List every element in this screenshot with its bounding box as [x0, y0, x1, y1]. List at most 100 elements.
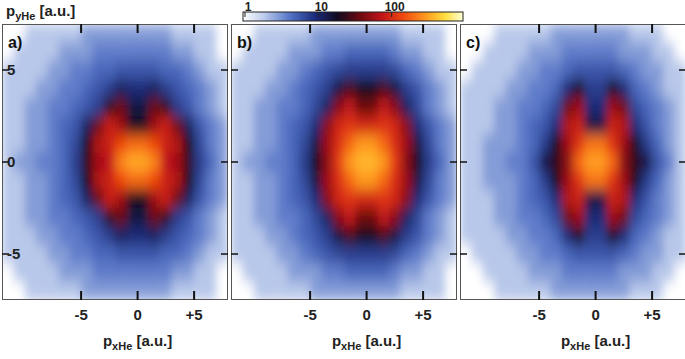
heatmap-cell [618, 171, 630, 190]
y-tick-right [221, 253, 228, 255]
y-tick-label: 0 [7, 153, 15, 170]
x-tick-bottom [538, 291, 540, 300]
x-tick-top [309, 24, 311, 33]
heatmap-cell [205, 263, 217, 282]
heatmap-cell [160, 42, 172, 61]
heatmap-cell [183, 153, 195, 172]
heatmap-cell [573, 42, 585, 61]
heatmap-cell [25, 282, 37, 300]
heatmap-cell [172, 208, 184, 227]
heatmap-cell [573, 263, 585, 282]
heatmap-cell [423, 79, 435, 98]
heatmap-cell [539, 42, 551, 61]
heatmap-cell [149, 153, 161, 172]
heatmap-cell [378, 245, 390, 264]
heatmap-cell [562, 263, 574, 282]
heatmap-cell [205, 245, 217, 264]
heatmap-cell [138, 153, 150, 172]
heatmap-cell [412, 98, 424, 117]
heatmap-cell [149, 282, 161, 300]
heatmap-cell [584, 134, 596, 153]
heatmap-cell [288, 61, 300, 80]
heatmap-cell [550, 24, 562, 43]
heatmap-cell [2, 134, 14, 153]
heatmap-cell [205, 226, 217, 245]
heatmap-cell [254, 153, 266, 172]
heatmap-cell [172, 263, 184, 282]
heatmap-cell [412, 263, 424, 282]
heatmap-cell [367, 208, 379, 227]
heatmap-cell [70, 282, 82, 300]
heatmap-cell [183, 79, 195, 98]
heatmap-cell [355, 61, 367, 80]
heatmap-cell [183, 116, 195, 135]
x-tick-label: +5 [644, 306, 661, 323]
heatmap-cells [460, 24, 685, 300]
heatmap-cell [505, 153, 517, 172]
heatmap-cell [288, 42, 300, 61]
heatmap-cell [471, 98, 483, 117]
heatmap-cell [310, 98, 322, 117]
heatmap-cell [13, 116, 25, 135]
heatmap-cell [70, 61, 82, 80]
heatmap-cell [528, 208, 540, 227]
heatmap-cell [205, 171, 217, 190]
heatmap-cell [265, 24, 277, 43]
heatmap-cell [25, 116, 37, 135]
heatmap-cell [663, 24, 675, 43]
heatmap-cell [446, 171, 457, 190]
heatmap-cell [25, 208, 37, 227]
heatmap-cell [47, 134, 59, 153]
heatmap-cell [333, 134, 345, 153]
heatmap-cell [641, 208, 653, 227]
heatmap-cell [641, 24, 653, 43]
heatmap-cell [242, 98, 254, 117]
heatmap-cell [446, 98, 457, 117]
heatmap-cell [434, 245, 446, 264]
heatmap-cell [505, 226, 517, 245]
heatmap-cell [460, 61, 472, 80]
heatmap-cell [607, 171, 619, 190]
heatmap-cell [2, 190, 14, 209]
heatmap-cell [344, 190, 356, 209]
heatmap-cell [333, 79, 345, 98]
heatmap-cell [505, 42, 517, 61]
heatmap-cell [254, 245, 266, 264]
heatmap-cell [630, 171, 642, 190]
heatmap-cell [412, 190, 424, 209]
heatmap-cell [205, 24, 217, 43]
heatmap-cell [618, 42, 630, 61]
heatmap-cell [460, 282, 472, 300]
heatmap-cell [172, 116, 184, 135]
heatmap-cell [584, 153, 596, 172]
heatmap-cell [288, 282, 300, 300]
heatmap-cell [36, 134, 48, 153]
heatmap-cell [36, 79, 48, 98]
heatmap-cell [70, 42, 82, 61]
heatmap-cell [562, 153, 574, 172]
heatmap-cell [652, 42, 664, 61]
heatmap-cell [494, 282, 506, 300]
heatmap-cell [2, 171, 14, 190]
heatmap-cell [333, 153, 345, 172]
heatmap-cell [115, 153, 127, 172]
heatmap-cell [242, 153, 254, 172]
heatmap-cell [367, 226, 379, 245]
heatmap-cell [494, 61, 506, 80]
heatmap-cell [517, 134, 529, 153]
heatmap-cell [607, 98, 619, 117]
heatmap-cell [434, 153, 446, 172]
heatmap-cell [81, 282, 93, 300]
heatmap-cell [446, 245, 457, 264]
x-axis-label: pxHe [a.u.] [103, 332, 172, 352]
heatmap-cell [652, 282, 664, 300]
heatmap-cell [663, 245, 675, 264]
x-tick-bottom [366, 291, 368, 300]
heatmap-cell [675, 42, 685, 61]
heatmap-cell [172, 98, 184, 117]
heatmap-cell [231, 98, 243, 117]
heatmap-cell [367, 116, 379, 135]
x-tick-top [366, 24, 368, 33]
heatmap-cell [641, 282, 653, 300]
heatmap-cell [641, 98, 653, 117]
